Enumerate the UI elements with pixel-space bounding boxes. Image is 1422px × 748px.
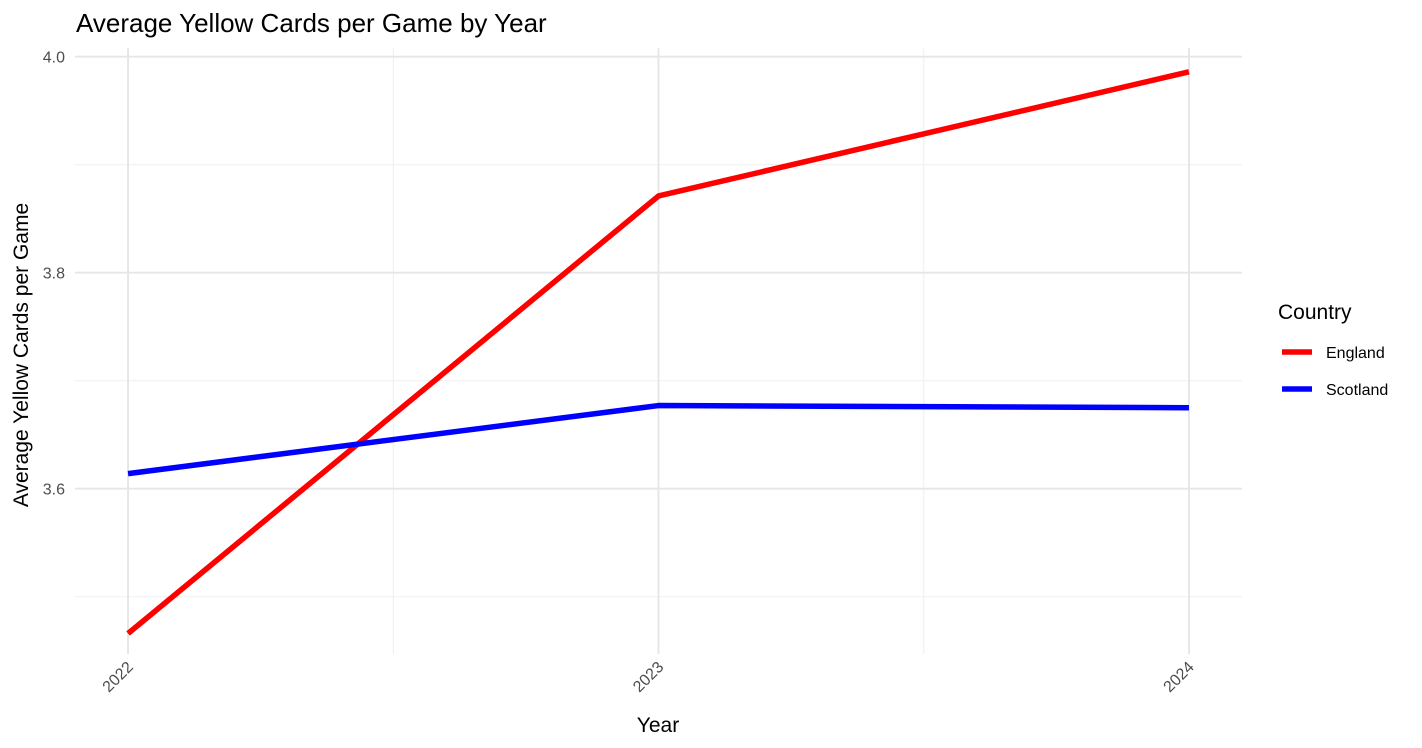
series-line-england bbox=[126, 69, 1190, 636]
x-tick-label: 2024 bbox=[1161, 659, 1198, 696]
chart-title: Average Yellow Cards per Game by Year bbox=[76, 8, 547, 38]
y-tick-label: 3.6 bbox=[43, 482, 65, 499]
y-tick-label: 3.8 bbox=[43, 266, 65, 283]
series-line-scotland bbox=[127, 402, 1189, 477]
legend-items: England Scotland bbox=[1282, 345, 1388, 399]
y-axis-ticks: 3.6 3.8 4.0 bbox=[43, 50, 65, 499]
x-tick-label: 2022 bbox=[100, 659, 137, 696]
x-axis-title: Year bbox=[637, 714, 679, 737]
legend-label-england: England bbox=[1326, 345, 1385, 362]
y-tick-label: 4.0 bbox=[43, 50, 65, 67]
legend: Country England Scotland bbox=[1278, 301, 1388, 399]
major-gridlines bbox=[75, 48, 1242, 654]
series-lines bbox=[126, 69, 1190, 636]
legend-title: Country bbox=[1278, 301, 1352, 324]
x-tick-label: 2023 bbox=[630, 659, 667, 696]
legend-label-scotland: Scotland bbox=[1326, 382, 1388, 399]
x-axis-ticks: 2022 2023 2024 bbox=[100, 659, 1198, 696]
y-axis-title: Average Yellow Cards per Game bbox=[10, 203, 33, 507]
